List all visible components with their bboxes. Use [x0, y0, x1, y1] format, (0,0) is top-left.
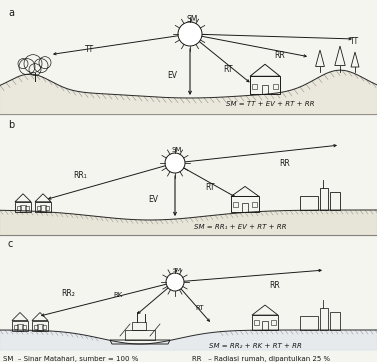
- Bar: [42, 324, 46, 328]
- Bar: [320, 308, 328, 330]
- Bar: [330, 312, 340, 330]
- Bar: [14, 324, 18, 328]
- Text: TT: TT: [351, 38, 360, 46]
- Text: b: b: [8, 120, 14, 130]
- Text: SM = RR₁ + EV + RT + RR: SM = RR₁ + EV + RT + RR: [194, 224, 286, 230]
- Bar: [231, 197, 259, 212]
- Text: RT: RT: [196, 305, 204, 311]
- Bar: [25, 206, 29, 210]
- Bar: [40, 205, 46, 212]
- Bar: [132, 322, 146, 330]
- Text: RT: RT: [223, 64, 233, 73]
- Text: RT: RT: [205, 182, 215, 191]
- Circle shape: [165, 153, 185, 173]
- Text: RR: RR: [274, 51, 285, 60]
- Bar: [37, 324, 43, 331]
- Bar: [22, 324, 26, 328]
- Text: EV: EV: [167, 72, 177, 80]
- Text: SM  – Sinar Matahari, sumber = 100 %: SM – Sinar Matahari, sumber = 100 %: [3, 356, 138, 362]
- Bar: [271, 320, 276, 325]
- Text: a: a: [8, 8, 14, 18]
- Text: SM: SM: [172, 147, 182, 153]
- Bar: [252, 202, 257, 207]
- Bar: [254, 320, 259, 325]
- Bar: [34, 324, 38, 328]
- Bar: [252, 315, 278, 330]
- Bar: [300, 196, 318, 210]
- Text: c: c: [8, 239, 13, 249]
- Text: RR₂: RR₂: [61, 290, 75, 299]
- Bar: [125, 330, 155, 340]
- Bar: [32, 320, 48, 331]
- Text: RR   – Radiasi rumah, dipantulkan 25 %: RR – Radiasi rumah, dipantulkan 25 %: [192, 356, 330, 362]
- Bar: [273, 84, 278, 89]
- Bar: [15, 202, 31, 212]
- Bar: [330, 192, 340, 210]
- Bar: [250, 76, 280, 94]
- Text: SM = RR₂ + RK + RT + RR: SM = RR₂ + RK + RT + RR: [208, 343, 302, 349]
- Bar: [320, 188, 328, 210]
- Bar: [17, 324, 23, 331]
- Bar: [45, 206, 49, 210]
- Text: RR₁: RR₁: [73, 171, 87, 180]
- Bar: [252, 84, 257, 89]
- Text: RK: RK: [113, 292, 123, 298]
- Text: EV: EV: [148, 194, 158, 203]
- Bar: [242, 203, 248, 212]
- Bar: [37, 206, 41, 210]
- Text: RR: RR: [270, 281, 280, 290]
- Circle shape: [178, 22, 202, 46]
- Text: SM: SM: [186, 14, 198, 24]
- Bar: [262, 85, 268, 94]
- Bar: [12, 320, 28, 331]
- Bar: [300, 316, 318, 330]
- Bar: [233, 202, 238, 207]
- Circle shape: [166, 273, 184, 291]
- Bar: [35, 202, 51, 212]
- Bar: [20, 205, 26, 212]
- Bar: [17, 206, 21, 210]
- Text: SM: SM: [172, 268, 182, 273]
- Text: SM = TT + EV + RT + RR: SM = TT + EV + RT + RR: [226, 101, 314, 107]
- Text: RR: RR: [280, 159, 290, 168]
- Bar: [262, 321, 268, 330]
- Text: TT: TT: [86, 45, 95, 54]
